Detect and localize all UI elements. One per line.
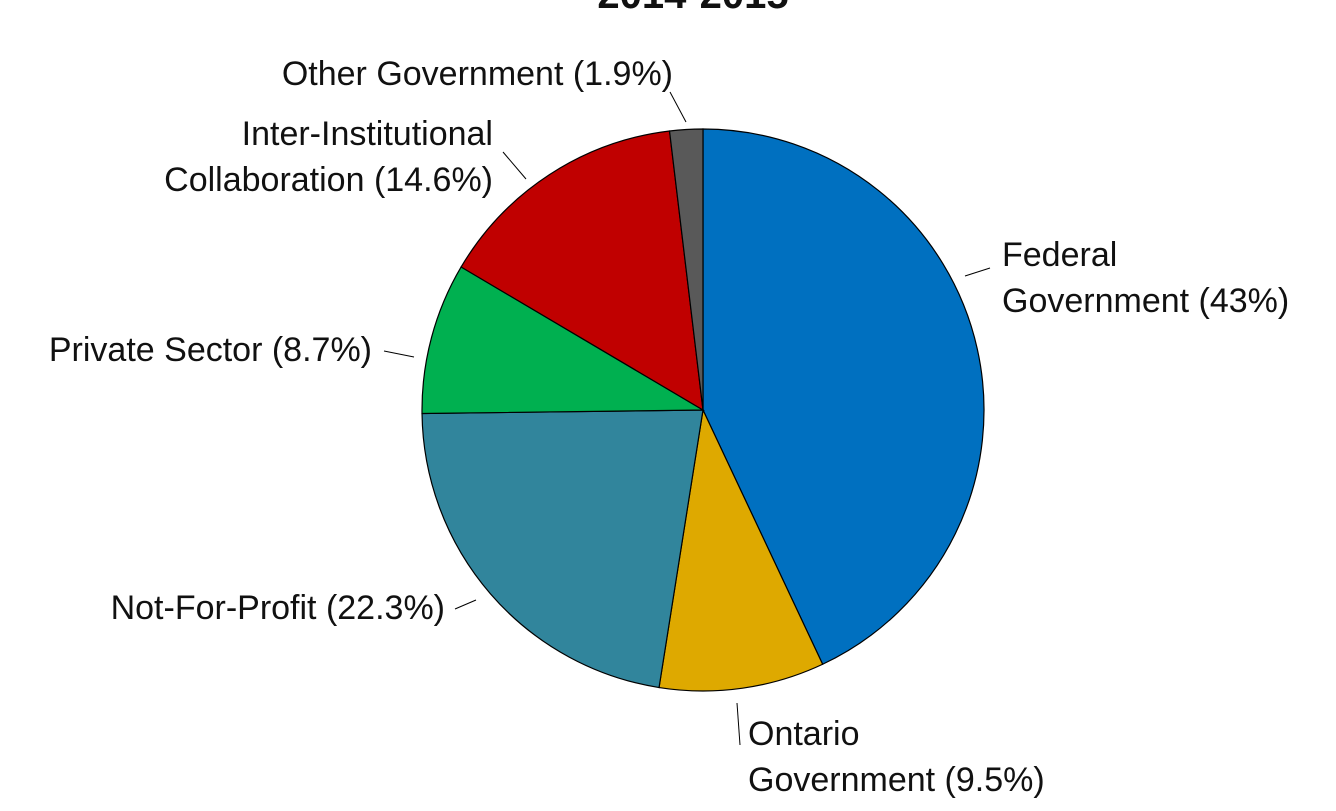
pie-slice-not-for-profit <box>421 409 704 689</box>
leader-line-other-government <box>669 91 687 123</box>
pie-slice-other-government <box>668 128 704 411</box>
leader-line-not-for-profit <box>454 599 477 610</box>
slice-labels: Federal Government (43%) Ontario Government… <box>49 55 1289 799</box>
leader-line-inter-institutional-collaboration <box>502 151 527 180</box>
pie-slice-inter-institutional-collaboration <box>460 130 704 412</box>
leader-lines <box>383 91 991 746</box>
slice-label-other-government: Other Government (1.9%) <box>282 55 673 93</box>
slice-label-not-for-profit: Not-For-Profit (22.3%) <box>111 589 445 627</box>
pie-slices <box>421 128 985 692</box>
slice-label-inter-institutional-collaboration: Inter-Institutional Collaboration (14.6%) <box>164 115 493 199</box>
slice-label-federal-government: Federal Government (43%) <box>1002 236 1289 320</box>
leader-line-private-sector <box>383 350 415 358</box>
chart-title: 2014-2015 <box>597 0 788 17</box>
leader-line-federal-government <box>964 267 991 277</box>
pie-slice-federal-government <box>702 128 985 666</box>
slice-label-private-sector: Private Sector (8.7%) <box>49 331 372 369</box>
pie-slice-private-sector <box>421 266 706 415</box>
slice-label-ontario-government: Ontario Government (9.5%) <box>748 715 1045 799</box>
leader-line-ontario-government <box>736 702 741 746</box>
pie-slice-ontario-government <box>658 407 824 692</box>
